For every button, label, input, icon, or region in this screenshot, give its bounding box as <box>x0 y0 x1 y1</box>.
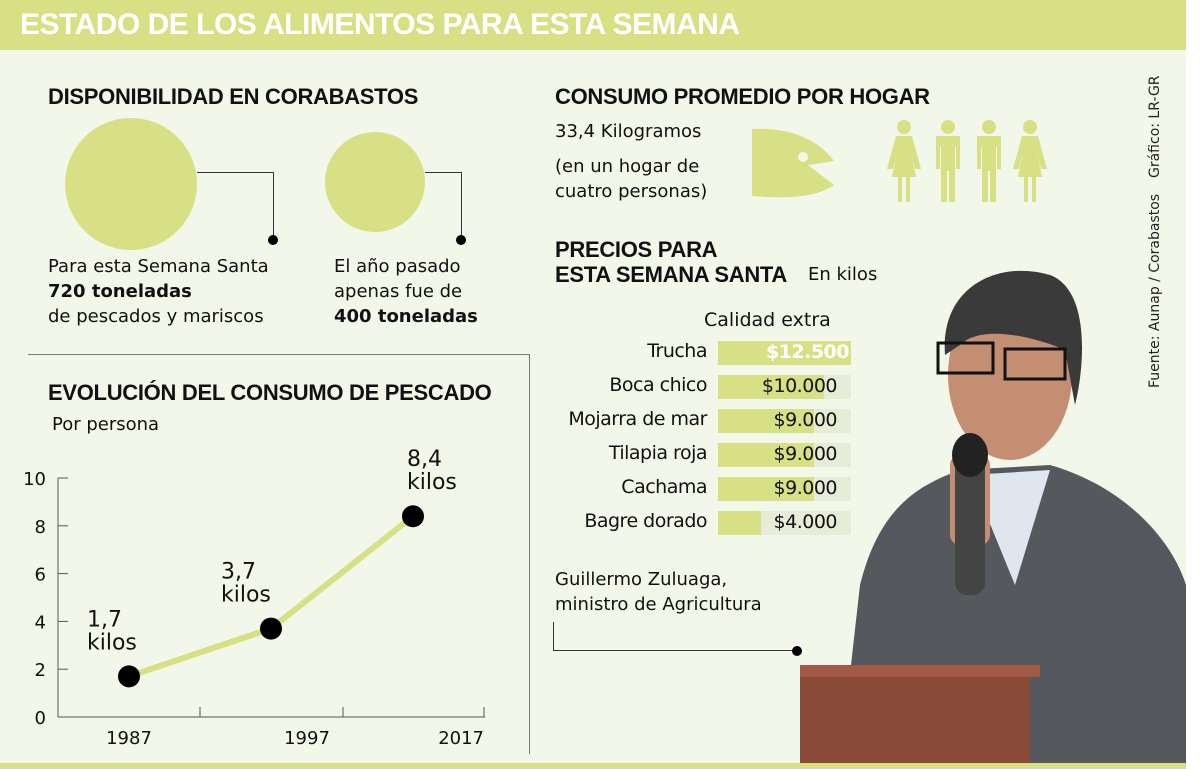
x-tick-label: 2017 <box>438 728 484 749</box>
price-row: Boca chico $10.000 <box>545 374 855 400</box>
source-credit: Fuente: Aunap / Corabastos <box>1147 193 1163 388</box>
price-bar-track: $9.000 <box>718 443 851 467</box>
price-label: Cachama <box>621 476 707 498</box>
connector-dot <box>456 235 466 245</box>
connector <box>425 172 462 173</box>
y-tick-label: 10 <box>23 469 46 490</box>
connector <box>273 172 274 238</box>
connector <box>197 172 273 173</box>
price-bar-track: $12.500 <box>718 341 851 365</box>
price-label: Tilapia roja <box>608 442 708 464</box>
price-bar-track: $9.000 <box>718 409 851 433</box>
price-bar <box>718 443 814 467</box>
price-bar <box>718 375 825 399</box>
data-label-unit: kilos <box>87 630 137 655</box>
divider <box>28 354 530 355</box>
price-bar <box>718 341 851 365</box>
connector-dot <box>268 235 278 245</box>
consumo-note-2: cuatro personas) <box>555 181 708 202</box>
series-line <box>128 513 415 680</box>
precios-heading-2: ESTA SEMANA SANTA <box>555 262 788 287</box>
x-tick-label: 1997 <box>284 728 330 749</box>
current-line3: de pescados y mariscos <box>48 306 264 327</box>
price-value: $9.000 <box>773 443 838 465</box>
data-label-unit: kilos <box>221 583 271 608</box>
person-name: Guillermo Zuluaga, <box>555 569 728 590</box>
price-row: Bagre dorado $4.000 <box>545 510 855 536</box>
x-tick-label: 1987 <box>106 728 152 749</box>
data-label-value: 1,7 <box>87 607 122 632</box>
price-bar <box>718 511 761 535</box>
data-label-unit: kilos <box>407 470 457 495</box>
graphic-credit: Gráfico: LR-GR <box>1147 75 1163 178</box>
price-label: Bagre dorado <box>584 510 707 532</box>
price-label: Boca chico <box>609 374 707 396</box>
price-value: $9.000 <box>773 477 838 499</box>
price-value: $10.000 <box>761 375 838 397</box>
bottom-bar <box>0 763 1186 769</box>
connector-dot <box>792 646 802 656</box>
data-label-value: 8,4 <box>407 447 442 472</box>
current-line2: 720 toneladas <box>48 281 192 302</box>
previous-line2: apenas fue de <box>334 281 463 302</box>
price-value: $12.500 <box>765 341 850 363</box>
price-bar-track: $4.000 <box>718 511 851 535</box>
woman-icon <box>887 120 921 202</box>
fish-icon <box>752 128 834 198</box>
data-label-value: 3,7 <box>221 560 256 585</box>
price-row: Trucha $12.500 <box>545 340 855 366</box>
data-point <box>402 505 424 528</box>
minister-photo <box>800 270 1186 763</box>
divider <box>529 354 530 754</box>
circle-previous <box>325 132 425 232</box>
price-value: $9.000 <box>773 409 838 431</box>
man-icon <box>936 120 960 202</box>
price-row: Tilapia roja $9.000 <box>545 442 855 468</box>
title-bar <box>0 0 1186 50</box>
connector <box>553 650 797 651</box>
price-row: Mojarra de mar $9.000 <box>545 408 855 434</box>
data-point <box>260 617 282 640</box>
consumo-note-1: (en un hogar de <box>555 156 700 177</box>
price-bar <box>718 477 814 501</box>
disponibilidad-heading: DISPONIBILIDAD EN CORABASTOS <box>48 84 419 109</box>
connector <box>461 172 462 238</box>
family-icons <box>887 120 1047 202</box>
consumo-heading: CONSUMO PROMEDIO POR HOGAR <box>555 84 930 109</box>
price-bar-track: $9.000 <box>718 477 851 501</box>
current-line1: Para esta Semana Santa <box>48 256 269 277</box>
precios-unit: En kilos <box>808 264 878 285</box>
man-icon <box>977 120 1001 202</box>
chart-title: EVOLUCIÓN DEL CONSUMO DE PESCADO <box>48 380 492 405</box>
woman-icon <box>1013 120 1047 202</box>
price-row: Cachama $9.000 <box>545 476 855 502</box>
data-point <box>118 665 140 688</box>
previous-line3: 400 toneladas <box>334 306 478 327</box>
y-tick-label: 0 <box>35 708 46 729</box>
previous-line1: El año pasado <box>334 256 461 277</box>
y-tick-label: 6 <box>35 565 46 586</box>
price-bar <box>718 409 814 433</box>
connector <box>553 622 554 650</box>
price-value: $4.000 <box>773 511 838 533</box>
precios-heading-1: PRECIOS PARA <box>555 237 718 262</box>
y-tick-label: 8 <box>35 517 46 538</box>
price-label: Mojarra de mar <box>568 408 707 430</box>
page-title: ESTADO DE LOS ALIMENTOS PARA ESTA SEMANA <box>20 8 740 41</box>
price-bar-track: $10.000 <box>718 375 851 399</box>
circle-current <box>65 118 197 250</box>
precios-column: Calidad extra <box>704 309 831 331</box>
price-label: Trucha <box>647 340 707 362</box>
chart-subtitle: Por persona <box>52 414 160 435</box>
consumo-amount: 33,4 Kilogramos <box>555 121 702 142</box>
y-tick-label: 4 <box>35 612 46 633</box>
y-tick-label: 2 <box>35 660 46 681</box>
person-role: ministro de Agricultura <box>555 594 762 615</box>
